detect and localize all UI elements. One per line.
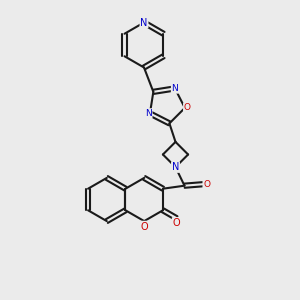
Text: O: O [184,103,191,112]
Text: N: N [140,17,148,28]
Text: N: N [172,84,178,93]
Text: O: O [140,221,148,232]
Text: O: O [203,180,210,189]
Text: N: N [172,162,179,172]
Text: N: N [145,109,152,118]
Text: O: O [172,218,180,228]
